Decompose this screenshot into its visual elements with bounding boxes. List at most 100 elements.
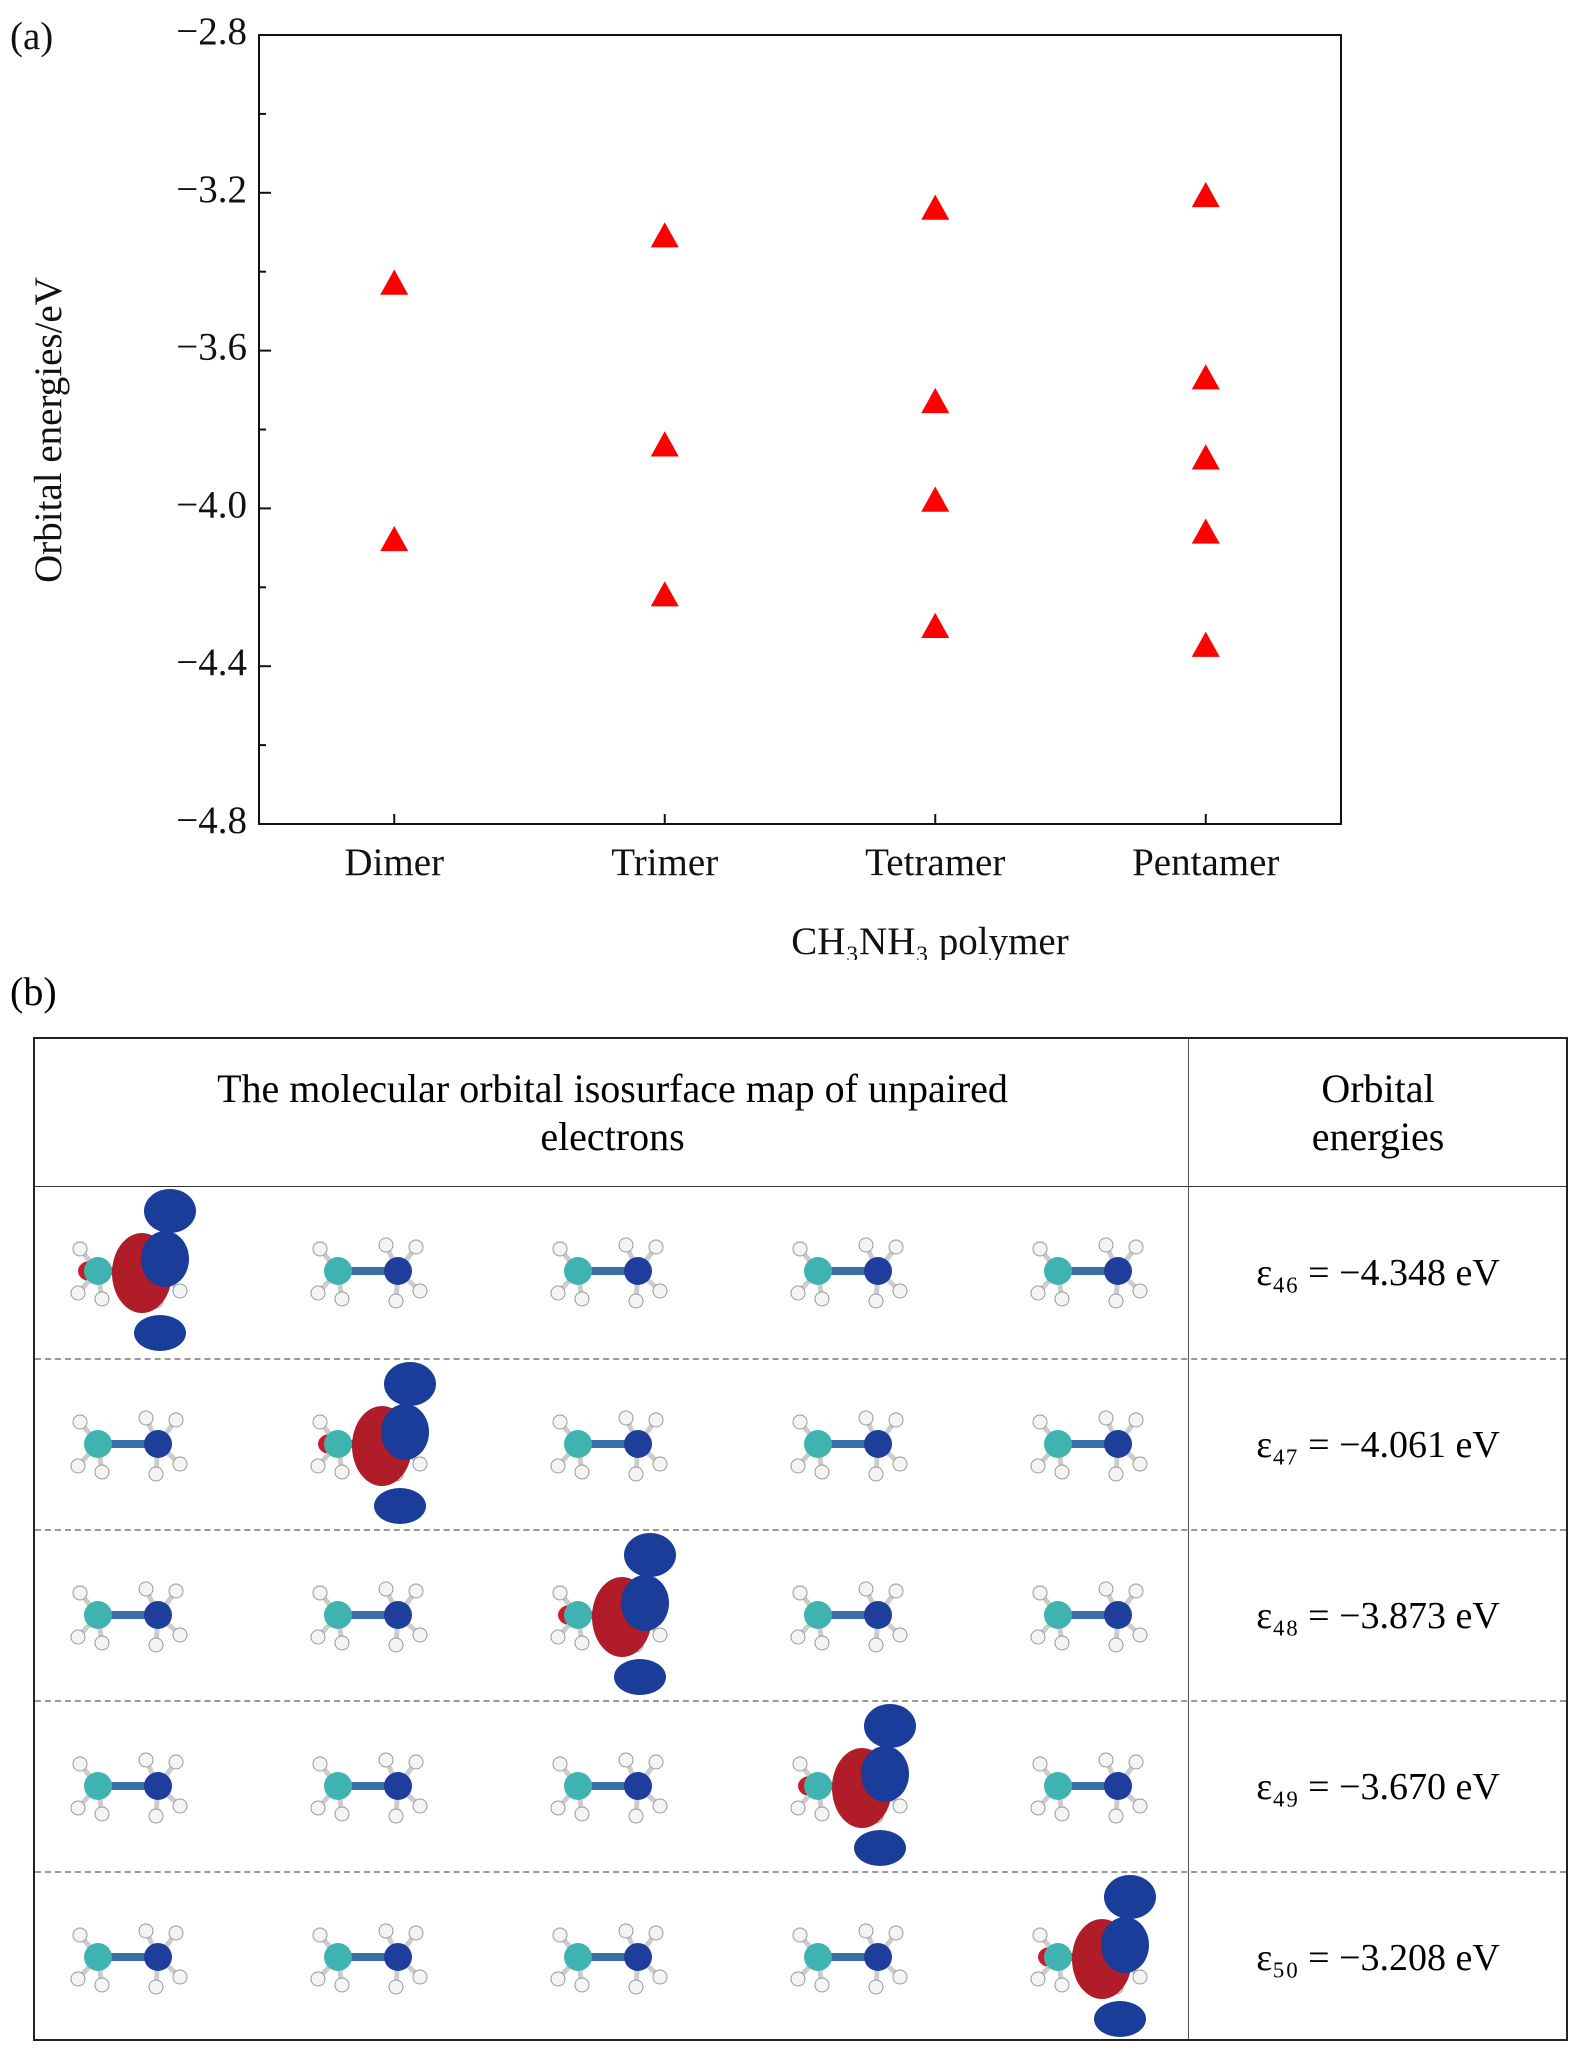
h-atom [412,1283,428,1299]
h-atom [408,1239,424,1255]
h-atom [312,1414,328,1430]
h-atom [312,1927,328,1943]
h-atom [412,1456,428,1472]
h-atom [552,1756,568,1772]
x-axis-label: CH₃NH₃ polymer [791,920,1068,960]
h-atom [1132,1798,1148,1814]
isosurface-map [70,1533,1148,1695]
h-atom [648,1239,664,1255]
h-atom [138,1752,154,1768]
h-atom [868,1466,884,1482]
h-atom [70,1629,86,1645]
column-divider [1188,1039,1189,2039]
marker [1191,631,1220,657]
h-atom [172,1969,188,1985]
c-atom [564,1257,592,1285]
h-atom [550,1285,566,1301]
h-atom [790,1458,806,1474]
h-atom [550,1800,566,1816]
chart: (a) CH₃NH₃ polymer Orbital energies/eV −… [10,10,1342,960]
h-atom [888,1412,904,1428]
c-atom [324,1257,352,1285]
n-atom [384,1943,412,1971]
h-atom [72,1241,88,1257]
h-atom [574,1635,590,1651]
h-atom [648,1412,664,1428]
h-atom [1128,1583,1144,1599]
orbital-lobe [1094,2001,1146,2037]
h-atom [388,1979,404,1995]
h-atom [334,1464,350,1480]
h-atom [172,1798,188,1814]
marker [650,222,679,248]
h-atom [1030,1971,1046,1987]
h-atom [814,1464,830,1480]
h-atom [858,1237,874,1253]
h-atom [94,1464,110,1480]
orbital-lobe [861,1746,909,1802]
c-atom [324,1601,352,1629]
h-atom [574,1291,590,1307]
isosurface-map [70,1362,1148,1524]
h-atom [1132,1456,1148,1472]
h-atom [892,1456,908,1472]
h-atom [310,1971,326,1987]
orbital-lobe [1104,1875,1156,1919]
orbital-lobe [381,1404,429,1460]
n-atom [1104,1430,1132,1458]
n-atom [384,1772,412,1800]
h-atom [550,1629,566,1645]
h-atom [172,1627,188,1643]
h-atom [652,1283,668,1299]
x-tick-label: Dimer [344,841,444,884]
h-atom [652,1456,668,1472]
marker [921,387,950,414]
isosurface-map [70,1189,1148,1351]
h-atom [790,1285,806,1301]
h-atom [1098,1410,1114,1426]
marker [921,194,950,220]
h-atom [618,1752,634,1768]
h-atom [310,1458,326,1474]
c-atom [84,1257,112,1285]
h-atom [1032,1927,1048,1943]
h-atom [1108,1637,1124,1653]
h-atom [1128,1412,1144,1428]
h-atom [168,1754,184,1770]
n-atom [864,1430,892,1458]
orbital-lobe [864,1704,916,1748]
y-tick-label: −4.4 [176,641,247,684]
h-atom [790,1629,806,1645]
marker [650,431,679,457]
h-atom [792,1756,808,1772]
h-atom [408,1583,424,1599]
x-tick-label: Pentamer [1132,841,1279,884]
table-row: ε₄₉ = −3.670 eV [35,1700,1566,1871]
h-atom [868,1637,884,1653]
h-atom [412,1969,428,1985]
orbital-lobe [614,1659,666,1695]
marker [380,525,409,552]
h-atom [858,1410,874,1426]
h-atom [1032,1241,1048,1257]
h-atom [1128,1754,1144,1770]
h-atom [1030,1458,1046,1474]
h-atom [388,1293,404,1309]
h-atom [94,1635,110,1651]
h-atom [1108,1808,1124,1824]
h-atom [1098,1752,1114,1768]
n-atom [624,1943,652,1971]
c-atom [324,1430,352,1458]
h-atom [72,1585,88,1601]
h-atom [1132,1627,1148,1643]
h-atom [94,1291,110,1307]
y-tick-label: −4.8 [176,799,247,842]
c-atom [1044,1430,1072,1458]
n-atom [144,1601,172,1629]
h-atom [378,1923,394,1939]
h-atom [1128,1239,1144,1255]
h-atom [792,1241,808,1257]
c-atom [84,1943,112,1971]
h-atom [334,1977,350,1993]
h-atom [148,1466,164,1482]
